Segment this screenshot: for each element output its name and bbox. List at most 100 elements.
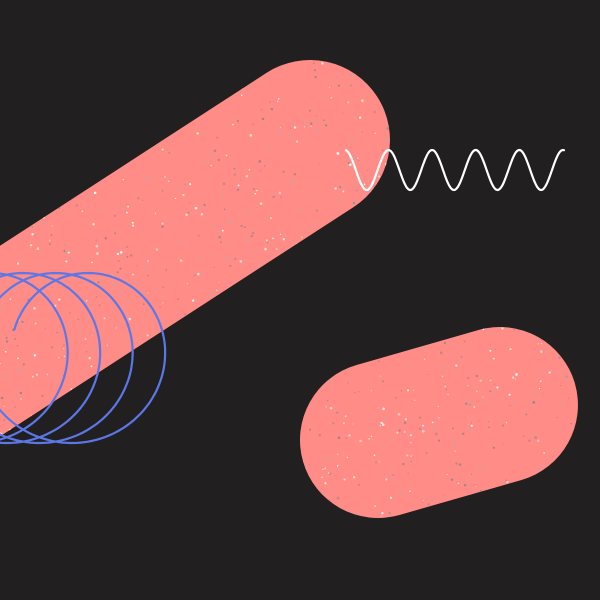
small-pill-speckle [445,388,448,391]
small-pill-speckle [406,454,409,457]
small-pill-speckle [522,435,525,438]
small-pill-speckle [514,378,516,380]
small-pill-speckle [508,393,511,396]
large-pill-speckle [122,168,125,171]
large-pill-speckle [92,222,95,226]
large-pill-speckle [131,273,135,276]
large-pill-speckle [240,94,243,97]
large-pill-speckle [358,116,362,119]
small-pill-speckle [496,386,499,389]
small-pill-speckle [513,329,515,331]
small-pill-speckle [359,513,362,515]
large-pill-speckle [12,288,15,290]
large-pill-speckle [210,294,212,296]
large-pill-speckle [17,357,19,360]
small-pill-speckle [537,467,540,471]
small-pill-speckle [557,371,560,374]
small-pill-speckle [396,496,398,498]
large-pill-speckle [385,128,388,130]
small-pill-speckle [392,473,395,477]
large-pill-speckle [161,148,164,151]
large-pill-speckle [81,210,84,213]
large-pill-speckle [301,228,303,230]
large-pill-speckle [247,248,249,251]
large-pill-speckle [308,109,312,112]
large-pill-speckle [85,300,88,302]
small-pill-speckle [407,472,409,474]
small-pill-speckle [347,382,349,384]
small-pill-speckle [414,399,416,401]
large-pill-speckle [113,214,117,218]
large-pill-speckle [35,373,39,376]
large-pill-speckle [161,189,164,192]
small-pill-speckle [454,450,456,452]
large-pill-speckle [145,266,149,269]
large-pill-speckle [297,100,299,102]
small-pill-speckle [390,437,393,440]
small-pill-speckle [373,454,376,457]
large-pill-speckle [167,180,170,183]
small-pill-speckle [493,390,497,394]
large-pill-speckle [337,198,340,201]
large-pill-speckle [236,120,239,123]
large-pill-speckle [232,123,234,126]
large-pill-speckle [234,257,237,261]
small-pill-speckle [525,413,528,416]
small-pill-speckle [538,377,541,379]
large-pill-speckle [112,283,116,287]
small-pill-speckle [364,419,367,423]
large-pill-speckle [279,231,283,234]
large-pill-speckle [48,242,52,246]
large-pill-speckle [224,256,228,260]
large-pill-speckle [307,137,310,139]
small-pill-speckle [399,492,402,496]
large-pill-speckle [159,306,161,309]
small-pill-speckle [344,415,347,418]
large-pill-speckle [4,374,8,377]
large-pill-speckle [47,373,51,377]
small-pill-speckle [337,436,341,440]
large-pill-speckle [124,349,127,352]
small-pill-speckle [469,404,471,406]
large-pill-speckle [316,121,318,123]
small-pill-speckle [539,465,542,468]
large-pill-speckle [252,123,254,126]
small-pill-speckle [404,418,408,421]
small-pill-speckle [338,410,341,413]
large-pill-speckle [29,244,33,247]
large-pill-speckle [366,169,368,171]
small-pill-speckle [454,439,457,442]
large-pill-speckle [313,69,316,72]
large-pill-speckle [282,170,285,173]
large-pill-speckle [349,85,351,87]
small-pill-speckle [427,503,430,506]
large-pill-speckle [98,304,101,307]
large-pill-speckle [291,181,294,184]
large-pill-speckle [131,221,134,224]
large-pill-speckle [272,195,275,198]
large-pill-speckle [88,356,92,360]
small-pill-speckle [338,457,340,460]
large-pill-speckle [252,188,255,191]
small-pill-speckle [343,422,345,424]
small-pill-speckle [369,378,371,381]
blue-coil-spring [0,271,167,445]
large-pill-speckle [218,234,220,236]
small-pill-speckle [447,393,449,396]
large-pill-speckle [116,271,119,274]
large-pill-speckle [356,189,358,192]
large-pill-speckle [16,368,19,370]
large-pill-speckle [311,183,314,186]
large-pill-speckle [185,213,188,217]
large-pill-speckle [293,172,297,176]
small-pill-speckle [431,421,434,424]
large-pill-speckle [130,254,133,257]
large-pill-speckle [331,78,334,81]
small-pill-speckle [425,423,428,427]
small-pill-speckle [423,499,425,501]
large-pill-speckle [85,351,88,353]
large-pill-speckle [256,189,258,192]
large-pill-speckle [162,286,164,288]
large-pill-speckle [168,152,171,154]
large-pill-speckle [200,212,204,216]
